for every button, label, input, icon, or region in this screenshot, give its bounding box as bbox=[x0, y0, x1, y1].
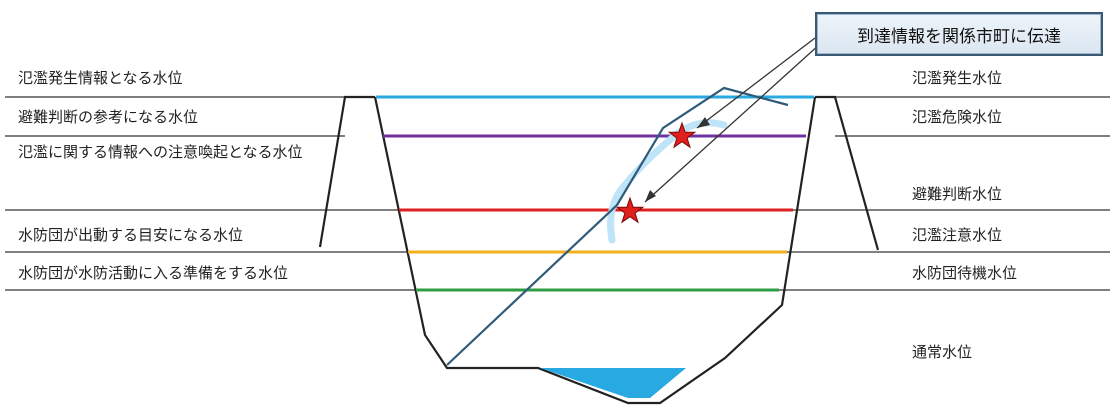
left-label-mobilization: 水防団が出動する目安になる水位 bbox=[18, 226, 244, 244]
right-label-flood-warning-level: 氾濫注意水位 bbox=[912, 226, 1003, 244]
left-label-attention-alert: 氾濫に関する情報への注意喚起となる水位 bbox=[18, 143, 303, 161]
left-label-evacuation-reference: 避難判断の参考になる水位 bbox=[18, 108, 199, 126]
star-marker-flood-danger bbox=[667, 121, 697, 149]
left-label-standby-preparation: 水防団が水防活動に入る準備をする水位 bbox=[18, 264, 289, 282]
water-body bbox=[540, 368, 686, 398]
left-label-flood-occurrence-info: 氾濫発生情報となる水位 bbox=[18, 69, 183, 87]
callout-arrowhead-upper bbox=[697, 117, 710, 128]
right-label-flood-occurrence-level: 氾濫発生水位 bbox=[912, 69, 1003, 87]
left-levee bbox=[318, 95, 375, 248]
star-marker-flood-warning bbox=[615, 196, 645, 224]
river-channel bbox=[373, 96, 817, 405]
hydrograph-line bbox=[446, 86, 789, 366]
right-label-evacuation-level: 避難判断水位 bbox=[912, 185, 1003, 203]
right-label-normal-level: 通常水位 bbox=[912, 343, 973, 361]
forecast-band bbox=[607, 119, 728, 244]
right-label-flood-danger-level: 氾濫危険水位 bbox=[912, 108, 1003, 126]
right-levee bbox=[815, 95, 880, 251]
callout-arrowhead-lower bbox=[645, 190, 656, 202]
callout-arrow-lower bbox=[644, 43, 821, 203]
callout-arrow-upper bbox=[696, 37, 816, 129]
notification-callout: 到達情報を関係市町に伝達 bbox=[815, 12, 1103, 56]
right-label-standby-level: 水防団待機水位 bbox=[912, 264, 1018, 282]
callout-text: 到達情報を関係市町に伝達 bbox=[857, 26, 1061, 47]
